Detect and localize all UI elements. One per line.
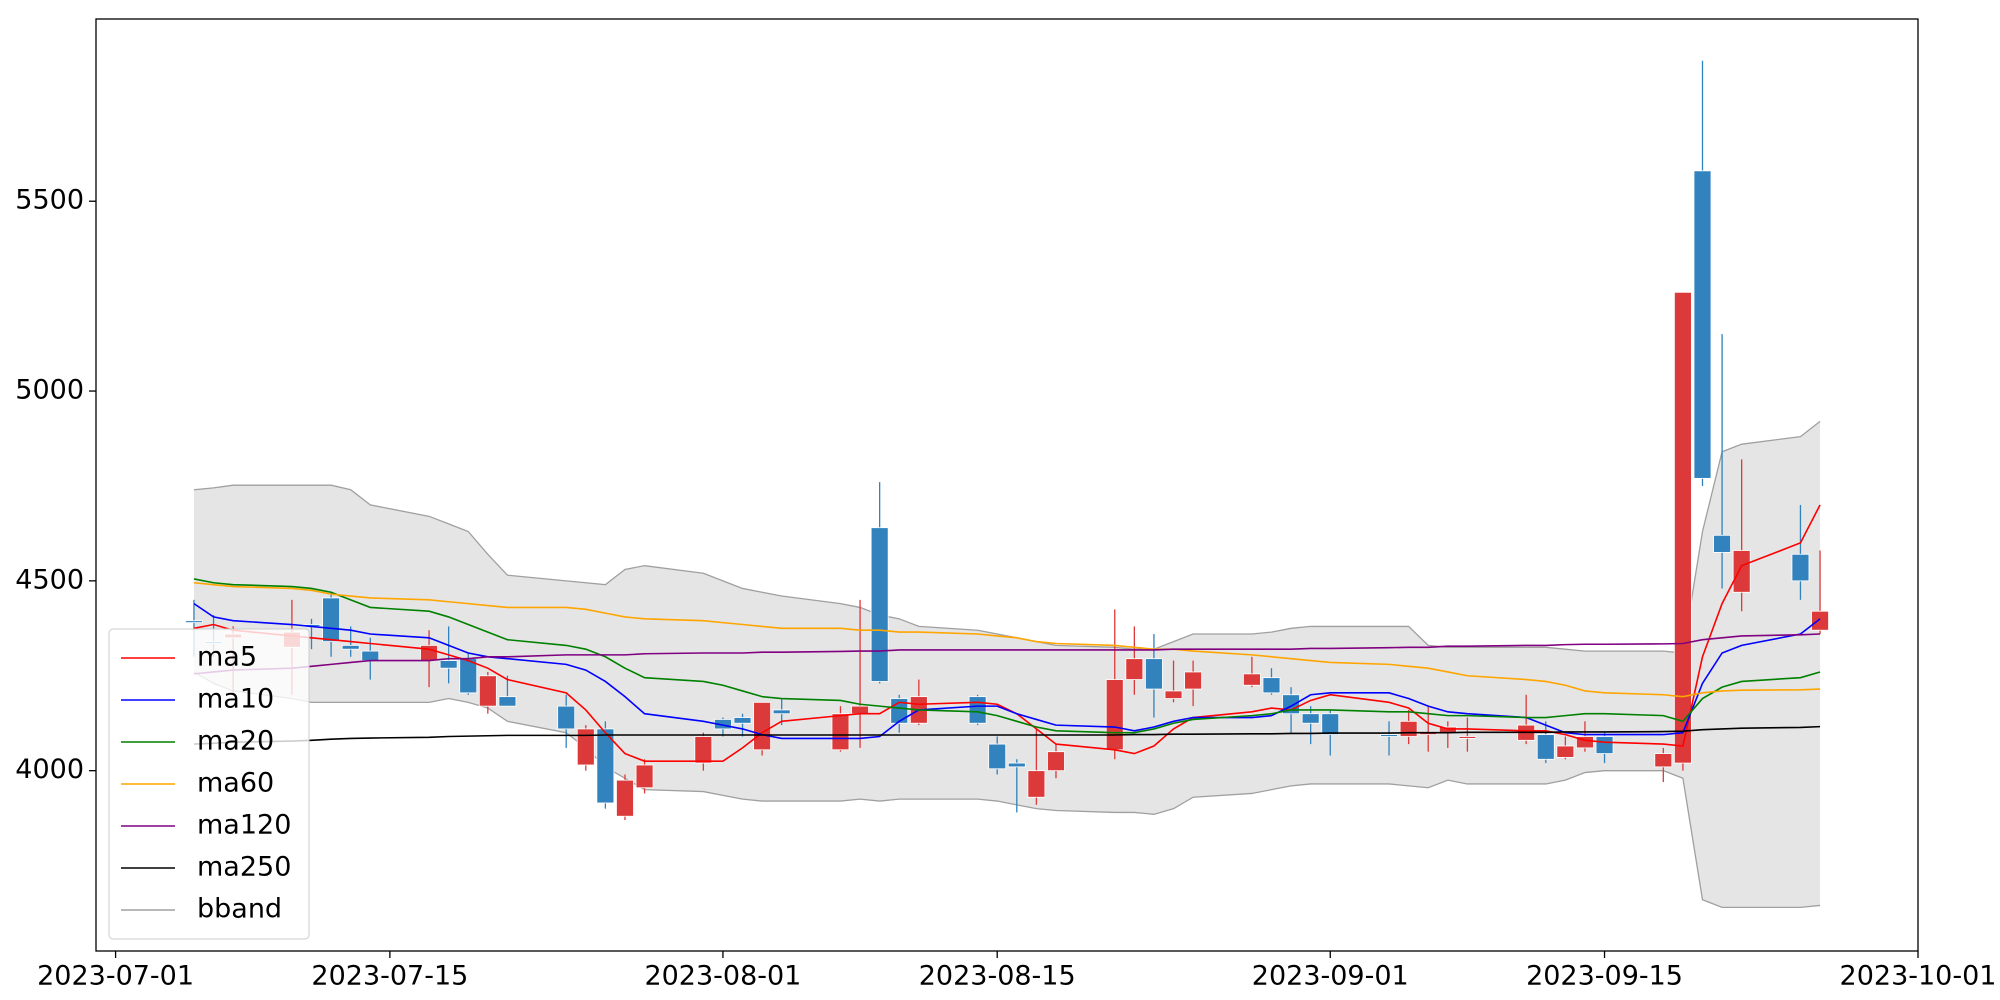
candle-body — [596, 728, 615, 804]
candle-body — [1791, 553, 1810, 582]
candle-body — [1027, 770, 1046, 798]
candle-body — [1732, 550, 1751, 593]
ma-line — [193, 633, 1821, 675]
candle-body — [498, 696, 517, 707]
bband-upper — [193, 420, 1821, 654]
candle-body — [831, 713, 850, 751]
candle-body — [1301, 713, 1320, 724]
candle-body — [1184, 671, 1203, 690]
candle-body — [361, 650, 380, 661]
legend-label: ma20 — [197, 726, 274, 757]
candle-body — [1556, 745, 1575, 758]
candle-body — [694, 736, 713, 764]
bband-area — [193, 421, 1821, 908]
ma-line — [193, 504, 1821, 762]
x-tick-label: 2023-10-01 — [1840, 961, 1997, 992]
legend-label: bband — [197, 894, 282, 925]
candle-body — [185, 620, 203, 624]
candle-body — [576, 728, 595, 766]
legend-box — [108, 628, 310, 940]
legend-label: ma250 — [197, 852, 291, 883]
axes-frame — [95, 18, 1919, 952]
candle-body — [1399, 720, 1418, 737]
y-tick-label: 4000 — [15, 754, 84, 785]
candle-body — [439, 660, 458, 669]
candle-body — [1145, 658, 1163, 690]
ma-line — [193, 725, 1821, 745]
legend: ma5 ma10 ma20 ma60 ma120 ma250 bband — [108, 628, 310, 940]
candle-body — [753, 701, 772, 751]
candle-body — [557, 705, 576, 730]
candle-body — [1125, 658, 1144, 680]
candle-body — [1321, 713, 1340, 736]
candle-body — [1811, 610, 1829, 631]
candle-body — [1047, 751, 1065, 772]
candle-body — [341, 644, 360, 650]
legend-label: ma5 — [197, 642, 257, 673]
candle-body — [1007, 762, 1026, 768]
candle-body — [1654, 753, 1673, 768]
ma-line — [193, 602, 1821, 740]
candle-body — [1576, 736, 1594, 749]
candle-body — [1105, 679, 1124, 751]
candle-body — [1674, 291, 1692, 764]
ma-line — [193, 578, 1821, 734]
candle-body — [1242, 673, 1261, 686]
x-tick-label: 2023-09-15 — [1526, 961, 1683, 992]
ma-line — [193, 581, 1821, 698]
legend-label: ma60 — [197, 768, 274, 799]
candle-body — [478, 675, 497, 707]
candle-body — [1595, 736, 1614, 754]
candle-body — [635, 764, 654, 789]
x-tick-label: 2023-07-01 — [37, 961, 194, 992]
candle-body — [1164, 690, 1183, 699]
x-tick-label: 2023-08-01 — [644, 961, 801, 992]
candle-body — [968, 696, 987, 724]
candle-body — [1713, 534, 1731, 553]
candle-body — [988, 743, 1007, 770]
x-tick-label: 2023-08-15 — [919, 961, 1076, 992]
candle-body — [1458, 736, 1477, 739]
candle-body — [1693, 170, 1712, 479]
y-tick-label: 5000 — [15, 375, 84, 406]
y-tick-label: 5500 — [15, 185, 84, 216]
candle-body — [322, 597, 340, 642]
x-tick-label: 2023-09-01 — [1252, 961, 1409, 992]
candle-body — [459, 658, 478, 694]
candle-body — [870, 527, 889, 682]
candle-body — [733, 717, 752, 724]
candle-body — [616, 779, 634, 817]
bband-lower — [193, 671, 1821, 908]
y-tick-label: 4500 — [15, 564, 84, 595]
x-tick-label: 2023-07-15 — [311, 961, 468, 992]
legend-label: ma120 — [197, 810, 291, 841]
candle-body — [420, 644, 438, 661]
candle-body — [1262, 677, 1281, 694]
candle-body — [1536, 734, 1555, 760]
candle-body — [772, 709, 791, 715]
legend-label: ma10 — [197, 684, 274, 715]
candle-body — [851, 705, 869, 715]
candle-body — [1380, 734, 1398, 737]
